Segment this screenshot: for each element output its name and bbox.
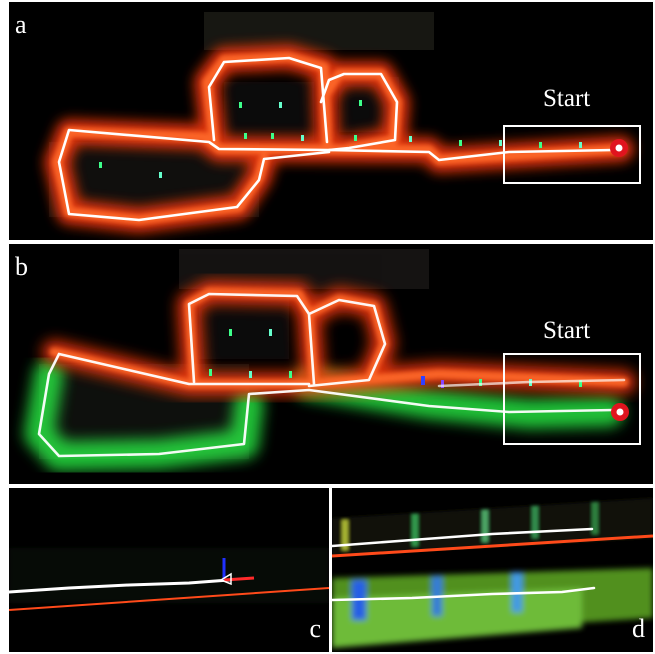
upper-trajectory-d bbox=[332, 527, 594, 548]
structure-c bbox=[9, 548, 329, 603]
panel-letter-c: c bbox=[309, 614, 321, 643]
side-view-c bbox=[9, 548, 329, 611]
lower-floor-d bbox=[332, 568, 653, 648]
panel-letter-d: d bbox=[632, 614, 645, 643]
side-view-d bbox=[332, 498, 653, 648]
panel-c: c bbox=[9, 488, 329, 652]
panel-letter-b: b bbox=[15, 252, 28, 281]
axis-x-c bbox=[223, 576, 255, 582]
start-box-b bbox=[503, 353, 641, 445]
map-visualization-a bbox=[44, 12, 641, 233]
trajectory-c bbox=[9, 578, 231, 594]
upper-ground-line-d bbox=[332, 534, 653, 558]
panel-a: a Start bbox=[9, 2, 653, 240]
map-visualization-b bbox=[24, 249, 641, 471]
panel-d: d bbox=[332, 488, 653, 652]
panel-letter-a: a bbox=[15, 10, 27, 39]
ground-line-c bbox=[9, 587, 329, 611]
lower-trajectory-d bbox=[332, 586, 596, 602]
trajectory-a bbox=[57, 56, 616, 222]
start-label-b: Start bbox=[543, 317, 591, 344]
panel-b: b Start bbox=[9, 244, 653, 484]
map-points-a bbox=[99, 100, 582, 178]
start-label-a: Start bbox=[543, 85, 591, 112]
camera-frustum-c bbox=[219, 572, 232, 586]
trajectory-b bbox=[37, 292, 626, 458]
start-box-a bbox=[503, 125, 641, 184]
